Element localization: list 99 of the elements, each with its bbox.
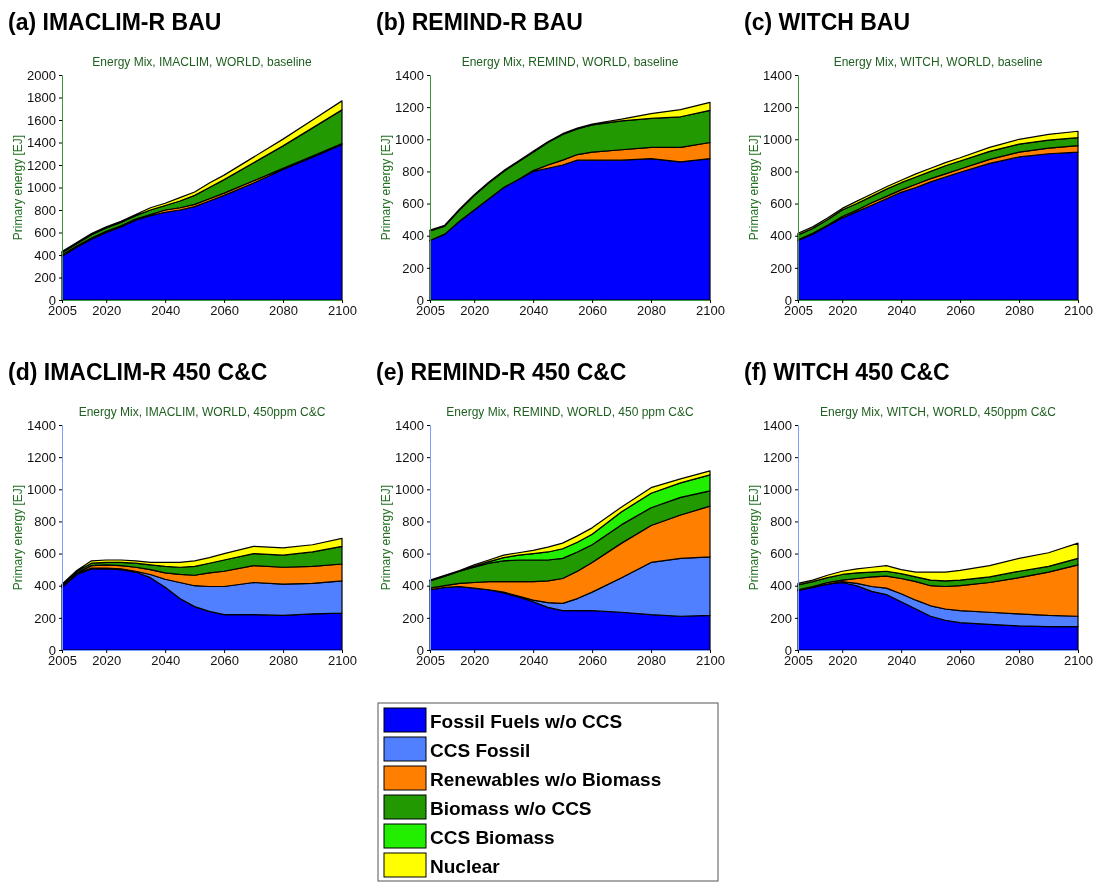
y-axis-title: Primary energy [EJ]	[747, 484, 761, 591]
y-tick-label: 1400	[27, 135, 56, 151]
x-tick-label: 2040	[887, 653, 917, 669]
chart-subtitle: Energy Mix, REMIND, WORLD, baseline	[461, 55, 679, 69]
y-tick-label: 800	[770, 164, 792, 180]
y-axis-title: Primary energy [EJ]	[11, 134, 25, 241]
y-tick-label: 600	[770, 546, 792, 562]
y-tick-label: 1600	[27, 112, 56, 128]
y-tick-label: 1000	[27, 180, 56, 196]
y-tick-label: 1000	[27, 481, 56, 497]
y-tick-label: 800	[402, 164, 424, 180]
y-tick-label: 1400	[395, 67, 424, 83]
y-tick-label: 400	[770, 228, 792, 244]
x-tick-label: 2100	[696, 303, 725, 319]
y-tick-label: 600	[770, 196, 792, 212]
y-tick-label: 600	[402, 546, 424, 562]
chart-title: (d) IMACLIM-R 450 C&C	[8, 359, 268, 385]
y-tick-label: 200	[34, 610, 56, 626]
y-tick-label: 1000	[763, 481, 792, 497]
chart-title: (f) WITCH 450 C&C	[744, 359, 950, 385]
x-tick-label: 2060	[946, 303, 976, 319]
y-tick-label: 800	[402, 514, 424, 530]
y-axis-title: Primary energy [EJ]	[747, 134, 761, 241]
y-tick-label: 400	[770, 578, 792, 594]
x-tick-label: 2040	[887, 303, 917, 319]
x-tick-label: 2060	[578, 653, 608, 669]
x-tick-label: 2020	[92, 303, 122, 319]
y-tick-label: 1200	[763, 449, 792, 465]
x-tick-label: 2080	[637, 653, 667, 669]
y-tick-label: 1400	[763, 417, 792, 433]
y-tick-label: 1400	[27, 417, 56, 433]
legend-label: CCS Fossil	[430, 740, 531, 761]
x-tick-label: 2020	[828, 653, 858, 669]
y-tick-label: 400	[402, 578, 424, 594]
chart-subtitle: Energy Mix, IMACLIM, WORLD, baseline	[92, 55, 313, 69]
y-tick-label: 400	[34, 578, 56, 594]
x-tick-label: 2100	[328, 653, 357, 669]
y-tick-label: 400	[34, 247, 56, 263]
chart-subtitle: Energy Mix, WITCH, WORLD, 450ppm C&C	[819, 405, 1057, 419]
chart-title: (a) IMACLIM-R BAU	[8, 9, 222, 35]
y-tick-label: 600	[34, 225, 56, 241]
y-tick-label: 1400	[395, 417, 424, 433]
y-tick-label: 1800	[27, 90, 56, 106]
x-tick-label: 2020	[92, 653, 122, 669]
x-tick-label: 2040	[151, 653, 181, 669]
y-tick-label: 200	[770, 610, 792, 626]
x-tick-label: 2080	[637, 303, 667, 319]
x-tick-label: 2020	[460, 653, 490, 669]
y-tick-label: 1400	[763, 67, 792, 83]
x-tick-label: 2080	[269, 303, 299, 319]
x-tick-label: 2100	[1064, 653, 1093, 669]
y-tick-label: 1200	[395, 449, 424, 465]
x-tick-label: 2080	[1005, 653, 1035, 669]
x-tick-label: 2020	[460, 303, 490, 319]
x-tick-label: 2060	[578, 303, 608, 319]
y-tick-label: 200	[402, 610, 424, 626]
chart-title: (e) REMIND-R 450 C&C	[376, 359, 627, 385]
y-tick-label: 1000	[763, 131, 792, 147]
y-tick-label: 600	[402, 196, 424, 212]
chart-subtitle: Energy Mix, REMIND, WORLD, 450 ppm C&C	[446, 405, 695, 419]
x-tick-label: 2060	[210, 303, 240, 319]
y-tick-label: 1200	[27, 157, 56, 173]
y-tick-label: 200	[770, 260, 792, 276]
legend-label: CCS Biomass	[430, 827, 555, 848]
y-axis-title: Primary energy [EJ]	[11, 484, 25, 591]
y-tick-label: 200	[34, 270, 56, 286]
y-tick-label: 800	[770, 514, 792, 530]
x-tick-label: 2040	[519, 303, 549, 319]
legend-label: Fossil Fuels w/o CCS	[430, 711, 623, 732]
x-tick-label: 2040	[519, 653, 549, 669]
y-tick-label: 400	[402, 228, 424, 244]
x-tick-label: 2100	[696, 653, 725, 669]
x-tick-label: 2060	[946, 653, 976, 669]
chart-subtitle: Energy Mix, WITCH, WORLD, baseline	[833, 55, 1043, 69]
y-tick-label: 800	[34, 202, 56, 218]
chart-subtitle: Energy Mix, IMACLIM, WORLD, 450ppm C&C	[78, 405, 326, 419]
x-tick-label: 2100	[328, 303, 357, 319]
legend-label: Biomass w/o CCS	[430, 798, 592, 819]
legend-label: Renewables w/o Biomass	[430, 769, 662, 790]
y-axis-title: Primary energy [EJ]	[379, 134, 393, 241]
legend-label: Nuclear	[430, 856, 501, 877]
y-tick-label: 600	[34, 546, 56, 562]
chart-title: (b) REMIND-R BAU	[376, 9, 583, 35]
x-tick-label: 2020	[828, 303, 858, 319]
y-tick-label: 1000	[395, 481, 424, 497]
x-tick-label: 2080	[1005, 303, 1035, 319]
y-tick-label: 200	[402, 260, 424, 276]
y-tick-label: 800	[34, 514, 56, 530]
y-tick-label: 1200	[395, 99, 424, 115]
y-tick-label: 1000	[395, 131, 424, 147]
x-tick-label: 2100	[1064, 303, 1093, 319]
x-tick-label: 2080	[269, 653, 299, 669]
x-tick-label: 2040	[151, 303, 181, 319]
y-tick-label: 1200	[763, 99, 792, 115]
chart-title: (c) WITCH BAU	[744, 9, 911, 35]
y-tick-label: 1200	[27, 449, 56, 465]
y-tick-label: 2000	[27, 67, 56, 83]
y-axis-title: Primary energy [EJ]	[379, 484, 393, 591]
x-tick-label: 2060	[210, 653, 240, 669]
